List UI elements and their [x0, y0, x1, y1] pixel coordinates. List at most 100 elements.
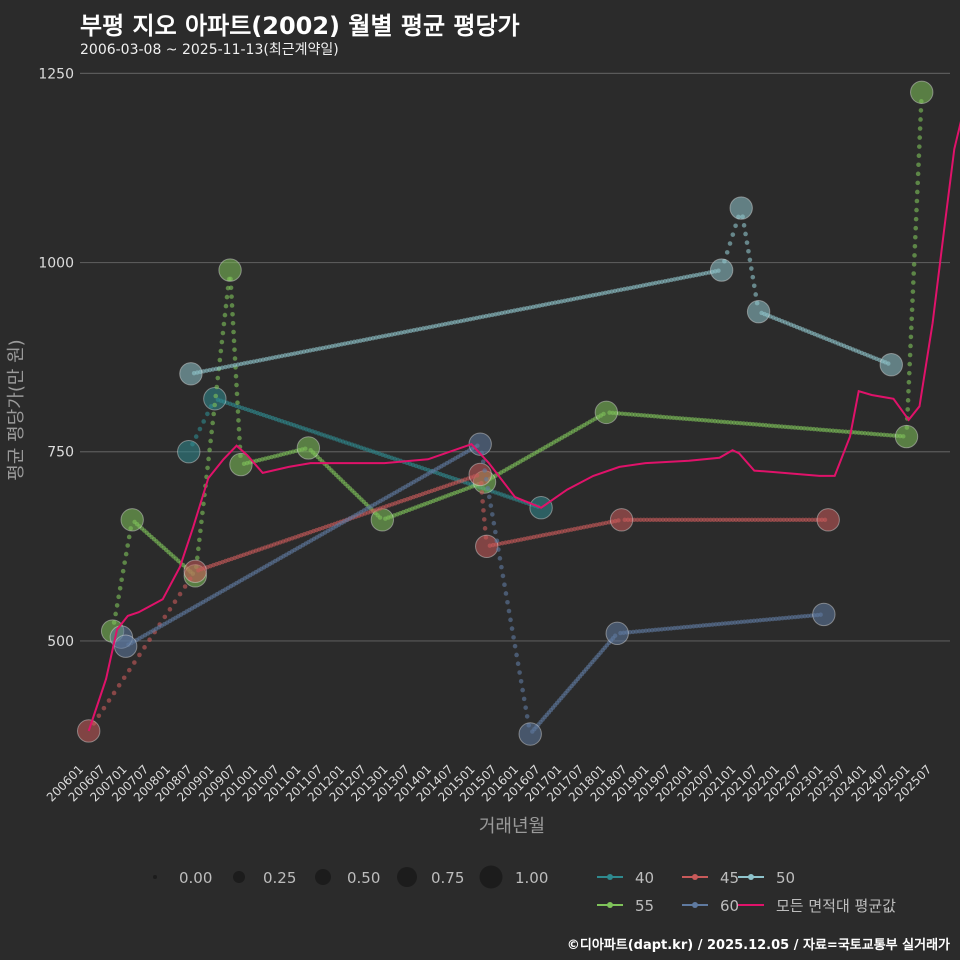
legend-label: 모든 면적대 평균값: [776, 897, 896, 915]
connector-dot: [813, 517, 818, 523]
connector-dot: [499, 564, 504, 570]
connector-dot: [787, 517, 793, 523]
x-axis-ticks: 2006012006072007012007072008012008072009…: [44, 762, 935, 804]
size-legend-label: 0.50: [347, 869, 380, 887]
data-point: [729, 196, 753, 220]
connector-dot: [917, 135, 923, 140]
data-point: [816, 508, 840, 532]
connector-dot: [686, 517, 691, 523]
connector-dot: [656, 627, 661, 632]
connector-dot: [642, 413, 647, 418]
connector-dot: [211, 411, 216, 417]
connector-dot: [792, 425, 797, 430]
connector-dot: [746, 248, 751, 254]
connector-dot: [234, 391, 240, 397]
connector-dot: [640, 628, 645, 634]
data-point: [518, 722, 542, 746]
y-tick-label: 500: [47, 634, 74, 650]
connector-dot: [714, 517, 720, 523]
legend-swatch-dot: [607, 902, 613, 908]
connector-dot: [780, 616, 785, 621]
connector-dot: [234, 382, 239, 388]
connector-dot: [732, 620, 738, 625]
legend-label: 60: [720, 897, 739, 915]
connector-dot: [763, 423, 769, 428]
connector-dot: [236, 426, 242, 432]
connector-dot: [723, 621, 728, 626]
connector-dot: [523, 705, 528, 710]
connector-dot: [913, 225, 919, 231]
connector-dot: [885, 432, 890, 438]
connector-dot: [643, 628, 649, 633]
connector-dot: [891, 433, 896, 438]
size-legend-label: 1.00: [515, 869, 548, 887]
connector-dot: [751, 422, 756, 427]
connector-dot: [692, 517, 697, 523]
connector-dot: [232, 356, 238, 361]
connector-dot: [786, 615, 792, 620]
connector-dot: [670, 517, 675, 523]
connector-dot: [214, 384, 220, 390]
connector-dot: [206, 456, 211, 462]
connector-dot: [645, 413, 651, 418]
connector-dot: [197, 426, 203, 432]
connector-dot: [616, 411, 622, 416]
connector-dot: [803, 517, 809, 523]
connector-dot: [480, 499, 485, 504]
connector-dot: [754, 618, 760, 623]
connector-dot: [230, 320, 236, 326]
connector-dot: [768, 517, 774, 523]
connector-dot: [639, 413, 644, 418]
connector-dot: [137, 652, 142, 658]
connector-dot: [910, 298, 915, 303]
connector-dot: [494, 538, 500, 544]
series-55: [109, 432, 836, 746]
connector-dot: [837, 428, 842, 434]
connector-dot: [223, 303, 229, 309]
connector-dot: [914, 198, 920, 204]
connector-dot: [881, 432, 887, 437]
connector-dot: [655, 414, 660, 419]
connector-dot: [878, 432, 884, 437]
connector-dot: [733, 223, 738, 229]
x-axis-label: 거래년월: [479, 816, 545, 837]
data-point: [709, 258, 734, 282]
connector-dot: [667, 517, 672, 523]
connector-dot: [702, 517, 707, 523]
connector-dot: [696, 417, 702, 423]
connector-dot: [142, 645, 147, 650]
connector-dot: [660, 517, 666, 523]
connector-dot: [795, 425, 801, 431]
series-layer: [77, 80, 960, 746]
y-tick-label: 1250: [38, 66, 74, 82]
size-legend-circle: [153, 875, 157, 879]
connector-dot: [688, 624, 693, 629]
connector-dot: [735, 420, 740, 426]
connector-dot: [644, 517, 650, 523]
connector-dot: [810, 517, 815, 523]
connector-dot: [725, 419, 730, 425]
connector-dot: [125, 543, 130, 548]
connector-dot: [508, 617, 513, 623]
connector-dot: [843, 429, 849, 434]
connector-dot: [682, 517, 688, 523]
connector-dot: [127, 667, 132, 673]
connector-dot: [830, 428, 836, 433]
series-40: [177, 387, 553, 520]
connector-dot: [659, 627, 664, 632]
connector-dot: [773, 423, 778, 429]
connector-dot: [751, 618, 757, 624]
connector-dot: [753, 292, 758, 297]
connector-dot: [205, 411, 210, 417]
connector-dot: [840, 429, 845, 434]
connector-dot: [746, 517, 751, 523]
connector-dot: [872, 431, 877, 437]
size-legend-circle: [479, 865, 503, 889]
connector-dot: [791, 517, 796, 523]
size-legend-label: 0.75: [431, 869, 464, 887]
connector-dot: [502, 582, 507, 587]
connector-dot: [106, 698, 112, 703]
connector-dot: [909, 307, 915, 313]
connector-dot: [695, 517, 701, 523]
